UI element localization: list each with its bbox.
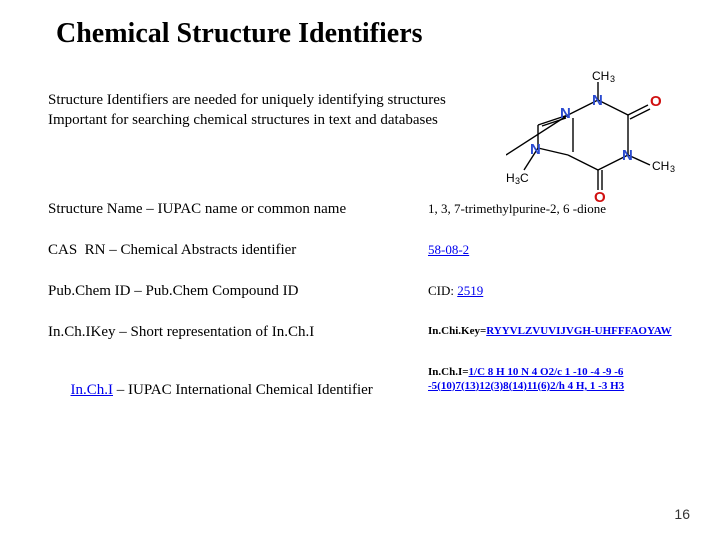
svg-text:N: N [592,92,603,109]
h3c-left-c: C [520,171,529,185]
row-value: CID: 2519 [428,283,678,300]
cid-prefix: CID: [428,283,457,298]
svg-text:N: N [530,141,541,158]
row-value: In.Ch.I=1/C 8 H 10 N 4 O2/c 1 -10 -4 -9 … [428,365,678,394]
intro-block: Structure Identifiers are needed for uni… [48,90,478,131]
intro-line-2: Important for searching chemical structu… [48,110,478,130]
svg-text:O: O [650,93,662,110]
page-number: 16 [674,506,690,522]
identifier-rows: Structure Name – IUPAC name or common na… [48,201,678,416]
ch3-top: CH [592,70,609,83]
row-label: Pub.Chem ID – Pub.Chem Compound ID [48,283,418,300]
cid-link[interactable]: 2519 [457,283,483,298]
cas-link[interactable]: 58-08-2 [428,242,469,257]
row-value: In.Chi.Key=RYYVLZVUVIJVGH-UHFFFAOYAW [428,324,678,338]
molecule-diagram: N N N N O O CH 3 CH 3 H 3 C [506,70,676,210]
inchikey-link[interactable]: RYYVLZVUVIJVGH-UHFFFAOYAW [486,325,671,337]
ch3-top-sub: 3 [610,74,615,84]
inchikey-prefix: In.Chi.Key= [428,325,486,337]
row-label: Structure Name – IUPAC name or common na… [48,201,418,218]
slide-title: Chemical Structure Identifiers [56,18,678,50]
ch3-right: CH [652,159,669,173]
inchi-label-rest: – IUPAC International Chemical Identifie… [113,382,373,398]
row-label: CAS RN – Chemical Abstracts identifier [48,242,418,259]
svg-text:N: N [560,105,571,122]
h3c-left: H [506,171,515,185]
svg-text:O: O [594,189,606,206]
svg-text:N: N [622,147,633,164]
ch3-right-sub: 3 [670,164,675,174]
inchi-prefix: In.Ch.I= [428,366,469,378]
row-label: In.Ch.I – IUPAC International Chemical I… [48,365,418,416]
row-value: 58-08-2 [428,242,678,259]
intro-line-1: Structure Identifiers are needed for uni… [48,90,478,110]
row-label: In.Ch.IKey – Short representation of In.… [48,324,418,341]
inchi-label-link[interactable]: In.Ch.I [71,382,114,398]
